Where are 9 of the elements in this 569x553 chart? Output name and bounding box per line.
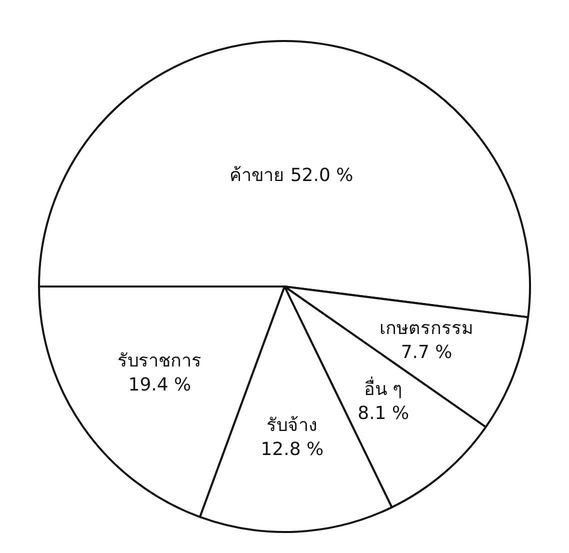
data-label: 12.8 % <box>260 439 324 460</box>
slice-label: เกษตรกรรม <box>380 318 474 339</box>
data-label: 7.7 % <box>400 342 452 363</box>
slice-label: รับจ้าง <box>266 415 318 436</box>
slice-label: รับราชการ <box>118 350 202 372</box>
data-label: 19.4 % <box>128 374 192 396</box>
slice-label: ค้าขาย 52.0 % <box>230 164 354 186</box>
data-label: 8.1 % <box>358 402 410 424</box>
slice-label: อื่น ๆ <box>364 376 403 400</box>
